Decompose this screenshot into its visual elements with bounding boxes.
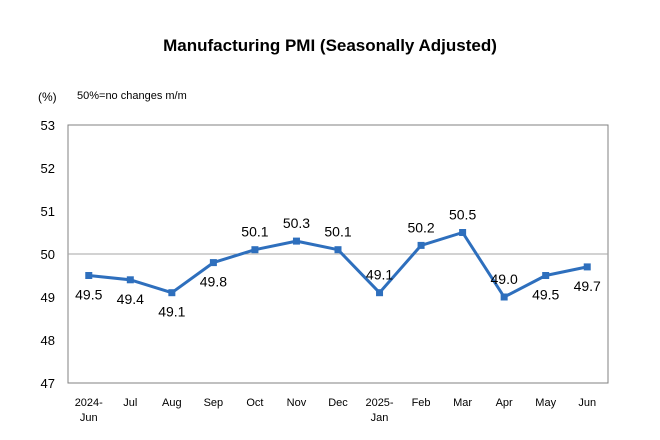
data-point [168, 289, 176, 297]
x-tick-label: Jun [578, 397, 596, 409]
data-point [583, 263, 591, 271]
data-point [459, 229, 467, 236]
data-point [209, 259, 217, 267]
data-label: 49.1 [366, 267, 393, 283]
x-tick-label-line: Feb [412, 397, 431, 409]
data-label: 49.1 [158, 304, 185, 320]
data-point [292, 237, 300, 245]
x-tick-label: Nov [287, 397, 307, 409]
data-label: 49.7 [574, 278, 601, 294]
x-tick-label-line: Jul [123, 397, 137, 409]
x-tick-label: May [535, 397, 556, 409]
data-point [126, 276, 134, 284]
data-point [334, 246, 342, 254]
data-label: 50.2 [407, 219, 434, 235]
x-tick-label: Sep [204, 397, 224, 409]
chart-title: Manufacturing PMI (Seasonally Adjusted) [163, 36, 497, 55]
x-tick-label-line: Oct [246, 397, 263, 409]
x-tick-label: Feb [412, 397, 431, 409]
baseline-note: 50%=no changes m/m [77, 90, 187, 102]
x-tick-label-line: Jan [371, 412, 389, 424]
x-tick-label: Apr [496, 397, 513, 409]
y-tick-label: 50 [41, 247, 55, 262]
y-unit-label: (%) [38, 90, 57, 104]
data-point [85, 272, 93, 279]
x-tick-label: Jul [123, 397, 137, 409]
y-tick-label: 51 [41, 204, 55, 219]
data-label: 49.8 [200, 274, 227, 290]
x-tick-label: Dec [328, 397, 348, 409]
data-label: 49.5 [75, 287, 102, 303]
data-label: 50.5 [449, 207, 476, 223]
y-tick-label: 47 [41, 376, 55, 391]
data-point [417, 241, 425, 249]
y-tick-label: 48 [41, 333, 55, 348]
x-tick-label: Oct [246, 397, 263, 409]
data-point [251, 246, 259, 254]
y-tick-label: 49 [41, 290, 55, 305]
data-point [500, 293, 508, 301]
data-label: 49.5 [532, 287, 559, 303]
series-line [88, 231, 588, 299]
data-point [542, 272, 550, 279]
data-point [376, 289, 384, 297]
x-tick-label-line: Jun [80, 412, 98, 424]
x-tick-label-line: 2024- [75, 397, 103, 409]
x-tick-label-line: Sep [204, 397, 224, 409]
x-tick-label: 2024- Jun [75, 397, 103, 424]
data-label: 49.0 [491, 271, 518, 287]
y-tick-label: 52 [41, 161, 55, 176]
data-label: 50.1 [324, 224, 351, 240]
x-tick-label-line: May [535, 397, 556, 409]
data-label: 49.4 [117, 291, 144, 307]
x-tick-label-line: Nov [287, 397, 307, 409]
y-tick-label: 53 [41, 118, 55, 133]
x-tick-label-line: Mar [453, 397, 472, 409]
x-tick-label-line: Jun [578, 397, 596, 409]
x-tick-label: Mar [453, 397, 472, 409]
x-tick-label: Aug [162, 397, 182, 409]
x-tick-label-line: Aug [162, 397, 182, 409]
x-tick-label-line: 2025- [365, 397, 393, 409]
x-tick-label-line: Apr [496, 397, 513, 409]
x-tick-label: 2025- Jan [365, 397, 393, 424]
x-tick-label-line: Dec [328, 397, 348, 409]
data-label: 50.3 [283, 215, 310, 231]
data-label: 50.1 [241, 224, 268, 240]
